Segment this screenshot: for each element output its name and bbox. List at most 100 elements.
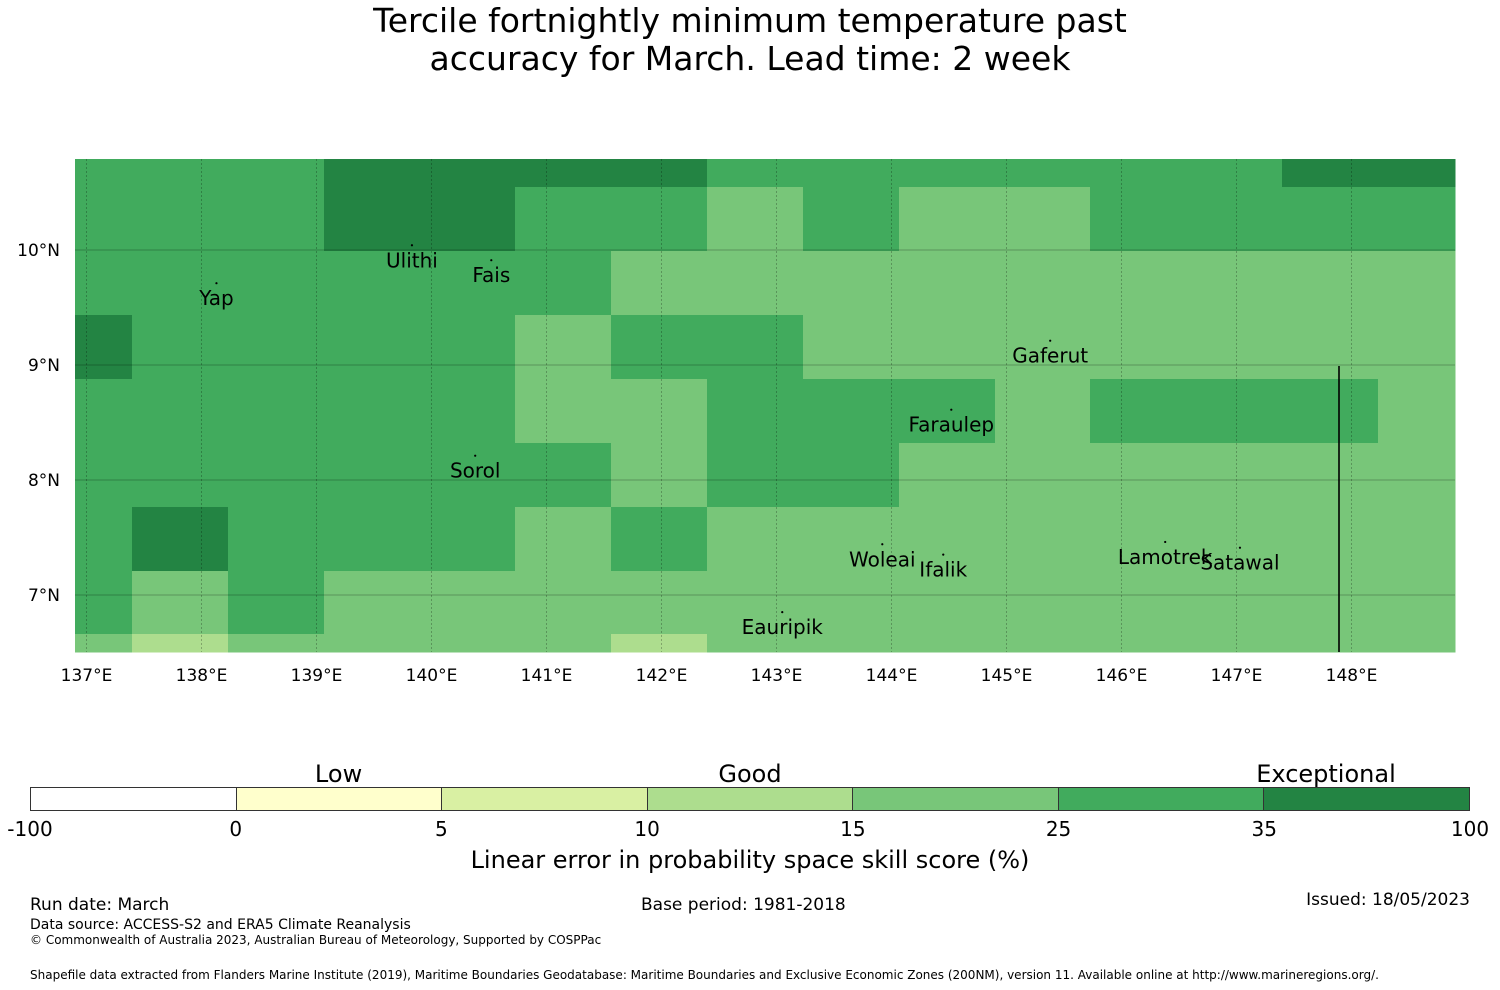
grid-cell xyxy=(1378,571,1456,635)
grid-cell xyxy=(899,571,996,635)
grid-cell xyxy=(899,379,996,444)
grid-cell xyxy=(1186,571,1283,635)
grid-cell xyxy=(803,443,900,508)
grid-cell xyxy=(803,634,900,653)
grid-cell xyxy=(515,634,612,653)
grid-cell xyxy=(75,159,133,188)
grid-cell xyxy=(75,251,133,316)
grid-cell xyxy=(228,315,325,380)
grid-cell xyxy=(803,251,900,316)
colorbar-label: Linear error in probability space skill … xyxy=(470,846,1030,874)
grid-cell xyxy=(995,159,1091,188)
grid-cell xyxy=(132,443,229,508)
place-label: Sorol xyxy=(450,459,501,483)
grid-cell xyxy=(420,379,516,444)
grid-cell xyxy=(899,507,996,572)
grid-cell xyxy=(1090,571,1187,635)
axis-ticks: 137°E 138°E 139°E 140°E 141°E 142°E 143°E 144°E… xyxy=(17,241,1377,686)
base-period: Base period: 1981-2018 xyxy=(641,895,846,915)
grid-cell xyxy=(995,507,1091,572)
lon-tick-label: 137°E xyxy=(61,666,113,686)
grid-cell xyxy=(228,187,325,252)
lat-tick-label: 7°N xyxy=(28,586,60,606)
grid-cell xyxy=(803,159,900,188)
lon-tick-label: 141°E xyxy=(521,666,573,686)
grid-cell xyxy=(1282,315,1379,380)
grid-cell xyxy=(803,315,900,380)
grid-cell xyxy=(995,443,1091,508)
skill-grid xyxy=(75,159,1456,653)
grid-cell xyxy=(1282,507,1379,572)
colorbar xyxy=(30,787,1470,811)
grid-cell xyxy=(1186,187,1283,252)
grid-cell xyxy=(1282,443,1379,508)
lon-tick-label: 148°E xyxy=(1326,666,1378,686)
colorbar-tick-label: 100 xyxy=(1450,817,1490,841)
colorbar-tick-label: 5 xyxy=(435,817,448,841)
grid-cell xyxy=(803,507,900,572)
grid-cell xyxy=(1090,187,1187,252)
grid-cell xyxy=(515,571,612,635)
grid-cell xyxy=(707,251,804,316)
grid-cell xyxy=(75,634,133,653)
copyright: © Commonwealth of Australia 2023, Austra… xyxy=(30,933,602,947)
legend-category-label: Exceptional xyxy=(1256,760,1396,788)
island-marker xyxy=(781,611,784,614)
grid-cell xyxy=(1186,634,1283,653)
issued-date: Issued: 18/05/2023 xyxy=(1306,890,1470,910)
grid-cell xyxy=(420,187,516,252)
grid-cell xyxy=(611,379,708,444)
grid-cell xyxy=(707,187,804,252)
grid-cell xyxy=(515,443,612,508)
lat-tick-label: 9°N xyxy=(28,356,60,376)
grid-cell xyxy=(132,634,229,653)
place-label: Satawal xyxy=(1200,551,1279,575)
grid-cell xyxy=(324,571,421,635)
grid-cell xyxy=(803,379,900,444)
grid-cell xyxy=(1090,159,1187,188)
grid-cell xyxy=(1378,251,1456,316)
grid-cell xyxy=(1378,507,1456,572)
island-marker xyxy=(950,408,953,411)
colorbar-segment xyxy=(1264,788,1470,810)
grid-cell xyxy=(1186,159,1283,188)
grid-cell xyxy=(1282,634,1379,653)
island-marker xyxy=(474,454,477,457)
island-marker xyxy=(215,282,218,285)
colorbar-tick-label: 0 xyxy=(229,817,243,841)
grid-cell xyxy=(1090,634,1187,653)
grid-cell xyxy=(515,159,612,188)
grid-cell xyxy=(324,507,421,572)
colorbar-segment xyxy=(31,788,237,810)
grid-cell xyxy=(803,187,900,252)
place-label: Eauripik xyxy=(742,615,824,639)
lon-tick-label: 139°E xyxy=(291,666,343,686)
place-label: Fais xyxy=(472,263,510,287)
place-label: Ulithi xyxy=(386,248,438,272)
grid-cell xyxy=(707,159,804,188)
grid-cell xyxy=(228,507,325,572)
grid-cell xyxy=(995,187,1091,252)
grid-cell xyxy=(1090,315,1187,380)
title-line-1: Tercile fortnightly minimum temperature … xyxy=(373,1,1127,40)
grid-cell xyxy=(995,251,1091,316)
grid-cell xyxy=(707,507,804,572)
island-marker xyxy=(1049,339,1052,342)
grid-cell xyxy=(1282,251,1379,316)
grid-cell xyxy=(75,571,133,635)
place-label: Gaferut xyxy=(1012,344,1088,368)
shapefile-credit: Shapefile data extracted from Flanders M… xyxy=(30,968,1379,982)
colorbar-tick-label: 15 xyxy=(840,817,866,841)
grid-cell xyxy=(611,159,708,188)
grid-cell xyxy=(228,571,325,635)
colorbar-tick-label: 25 xyxy=(1045,817,1072,841)
grid-cell xyxy=(132,571,229,635)
skill-map: 137°E 138°E 139°E 140°E 141°E 142°E 143°E 144°E… xyxy=(17,159,1456,686)
grid-cell xyxy=(324,315,421,380)
grid-cell xyxy=(1186,443,1283,508)
grid-cell xyxy=(1378,443,1456,508)
title-line-2: accuracy for March. Lead time: 2 week xyxy=(429,39,1071,78)
grid-cell xyxy=(707,634,804,653)
grid-cell xyxy=(420,571,516,635)
grid-cell xyxy=(995,571,1091,635)
